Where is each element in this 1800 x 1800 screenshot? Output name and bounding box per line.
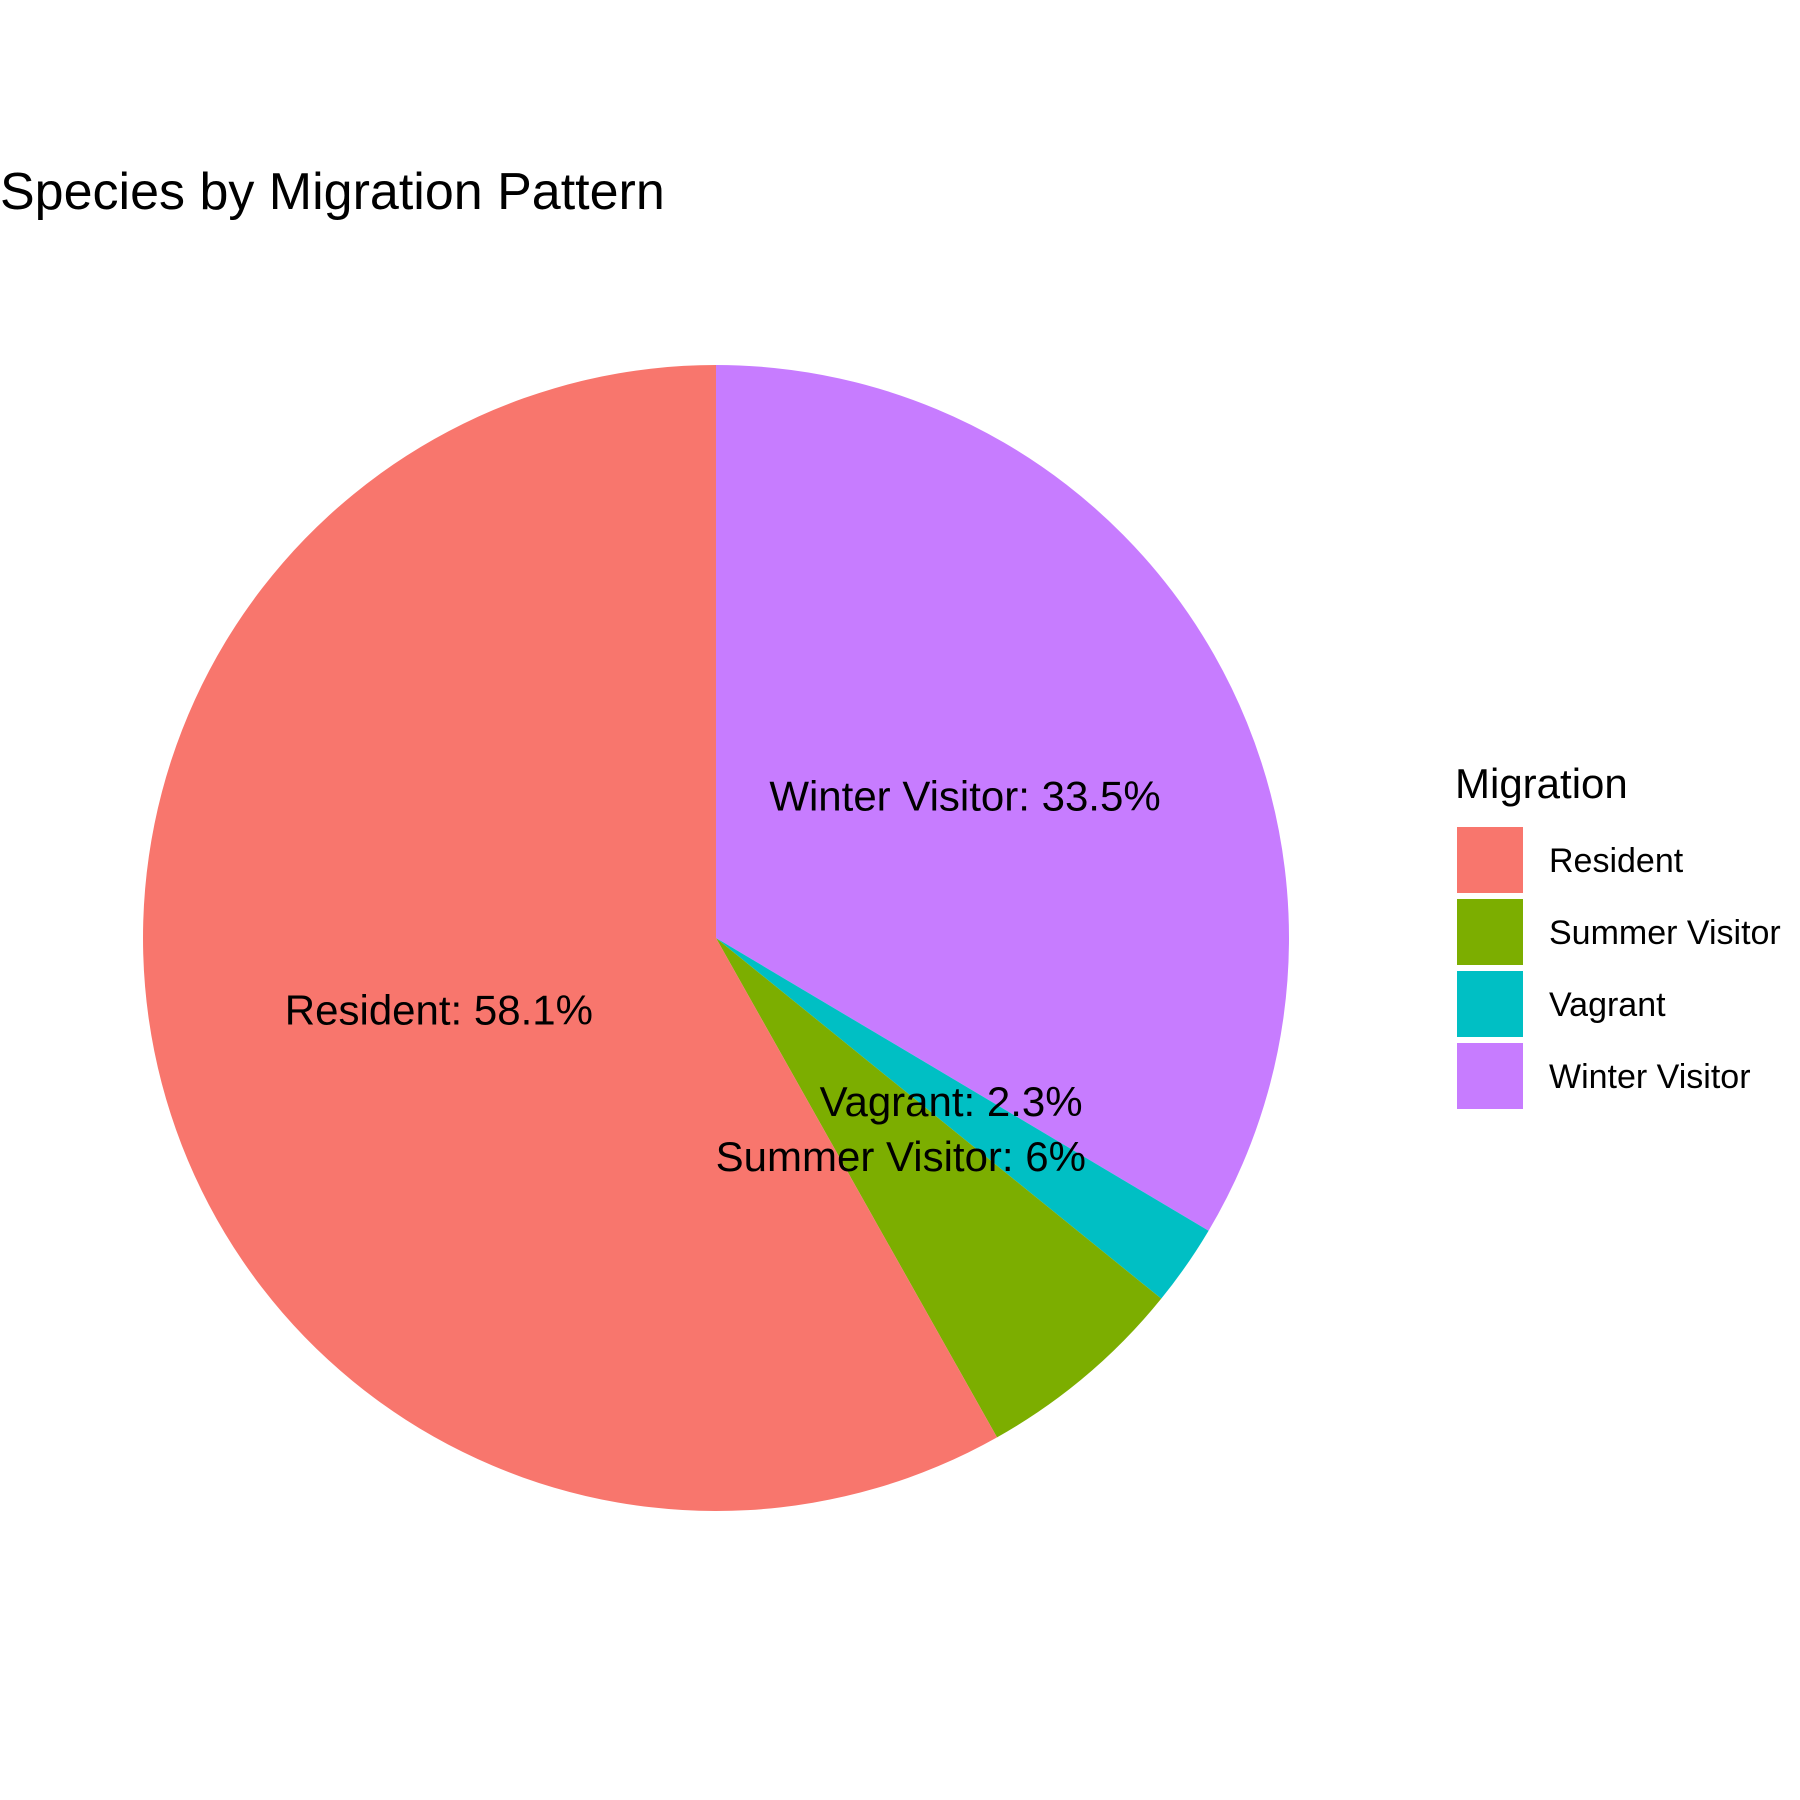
- pie-slice-labels: Resident: 58.1% Summer Visitor: 6% Vagrant…: [285, 772, 1161, 1180]
- slice-label-resident: Resident: 58.1%: [285, 987, 593, 1034]
- pie-slice-resident: [143, 365, 998, 1511]
- pie-slice-summer-visitor: [716, 938, 1162, 1438]
- legend-key: [1457, 1043, 1523, 1109]
- chart-title: Species by Migration Pattern: [0, 163, 665, 221]
- pie-slice-vagrant: [716, 938, 1209, 1299]
- pie-slice-winter-visitor: [716, 365, 1290, 1231]
- legend-label: Summer Visitor: [1549, 914, 1781, 952]
- legend-title: Migration: [1455, 760, 1628, 807]
- legend-item-vagrant: Vagrant: [1457, 971, 1666, 1037]
- slice-label-summer-visitor: Summer Visitor: 6%: [716, 1133, 1086, 1180]
- legend-key: [1457, 899, 1523, 965]
- legend-label: Vagrant: [1549, 986, 1666, 1024]
- legend-item-summer-visitor: Summer Visitor: [1457, 899, 1781, 965]
- slice-label-winter-visitor: Winter Visitor: 33.5%: [769, 772, 1160, 819]
- slice-label-vagrant: Vagrant: 2.3%: [820, 1078, 1083, 1125]
- pie-slices: [143, 365, 1290, 1511]
- legend-label: Resident: [1549, 842, 1684, 880]
- legend-key: [1457, 827, 1523, 893]
- legend-key: [1457, 971, 1523, 1037]
- legend-item-winter-visitor: Winter Visitor: [1457, 1043, 1751, 1109]
- legend: Resident Summer Visitor Vagrant Winter Visi…: [1457, 827, 1781, 1109]
- legend-label: Winter Visitor: [1549, 1058, 1751, 1096]
- legend-item-resident: Resident: [1457, 827, 1684, 893]
